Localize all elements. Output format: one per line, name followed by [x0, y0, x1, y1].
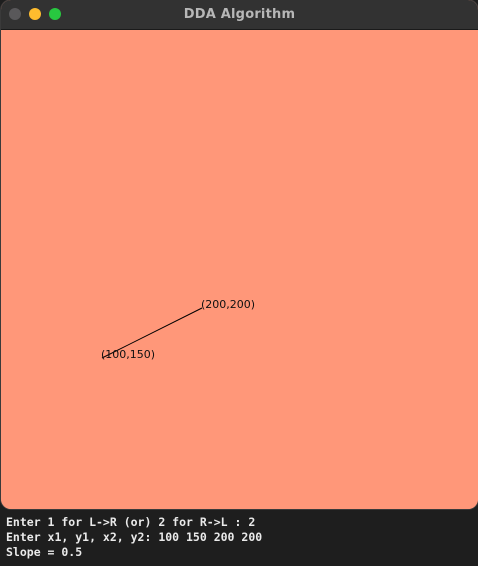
close-button[interactable]: [9, 8, 21, 20]
terminal-line: Enter 1 for L->R (or) 2 for R->L : 2: [6, 515, 256, 529]
minimize-button[interactable]: [29, 8, 41, 20]
drawing-canvas: (100,150) (200,200): [1, 30, 478, 509]
dda-window: DDA Algorithm (100,150) (200,200): [1, 0, 478, 509]
canvas-svg: [101, 307, 203, 359]
terminal-line: Slope = 0.5: [6, 545, 83, 559]
zoom-button[interactable]: [49, 8, 61, 20]
dda-line: [101, 307, 203, 359]
start-point-label: (100,150): [101, 348, 156, 361]
title-bar[interactable]: DDA Algorithm: [1, 0, 478, 30]
terminal-line: Enter x1, y1, x2, y2: 100 150 200 200: [6, 530, 263, 544]
terminal-output: Enter 1 for L->R (or) 2 for R->L : 2 Ent…: [6, 515, 262, 560]
end-point-label: (200,200): [201, 298, 256, 311]
window-title: DDA Algorithm: [183, 7, 296, 22]
